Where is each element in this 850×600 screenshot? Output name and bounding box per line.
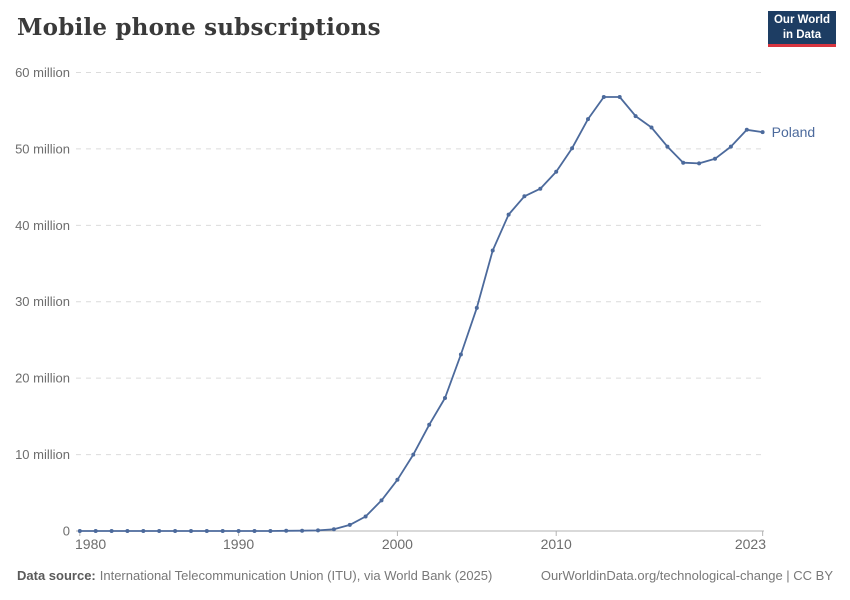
data-source-text: International Telecommunication Union (I…: [99, 568, 493, 583]
page-title: Mobile phone subscriptions: [17, 14, 381, 41]
license-note: OurWorldinData.org/technological-change …: [540, 568, 833, 583]
data-point[interactable]: [570, 146, 575, 151]
y-axis-tick-label: 10 million: [15, 447, 70, 462]
data-point[interactable]: [617, 95, 622, 99]
data-point[interactable]: [506, 212, 511, 217]
owid-logo-text: Our World in Data: [773, 14, 830, 41]
x-axis-tick-label: 2000: [382, 536, 413, 552]
data-point[interactable]: [300, 528, 305, 533]
y-axis-tick-label: 40 million: [15, 218, 70, 233]
data-point[interactable]: [395, 477, 400, 482]
data-point[interactable]: [252, 529, 257, 533]
data-point[interactable]: [697, 161, 702, 166]
data-point[interactable]: [681, 160, 686, 165]
data-point[interactable]: [125, 529, 130, 533]
y-axis-tick-label: 60 million: [15, 65, 70, 80]
data-point[interactable]: [204, 529, 209, 533]
data-point[interactable]: [490, 248, 495, 253]
data-point[interactable]: [363, 514, 368, 519]
data-source-label: Data source:: [17, 568, 96, 583]
data-point[interactable]: [141, 529, 146, 533]
data-point[interactable]: [157, 529, 162, 533]
data-point[interactable]: [443, 396, 447, 400]
owid-logo: Our World in Data: [768, 11, 836, 47]
y-axis-tick-label: 20 million: [15, 371, 70, 386]
data-point[interactable]: [633, 114, 638, 119]
data-point[interactable]: [760, 130, 765, 135]
data-point[interactable]: [77, 529, 82, 533]
data-point[interactable]: [173, 529, 178, 533]
data-line-poland[interactable]: [78, 96, 764, 532]
y-axis-tick-label: 0: [63, 524, 70, 539]
data-point[interactable]: [411, 452, 416, 457]
data-point[interactable]: [728, 144, 733, 149]
chart-footer: Data source: International Telecommunicat…: [17, 568, 833, 583]
data-point[interactable]: [427, 422, 432, 427]
data-point[interactable]: [284, 528, 289, 533]
data-point[interactable]: [713, 156, 717, 161]
data-point[interactable]: [316, 528, 320, 533]
x-axis-tick-label: 2023: [735, 536, 766, 552]
data-point[interactable]: [554, 169, 559, 174]
x-axis-tick-label: 2010: [541, 536, 572, 552]
data-point[interactable]: [744, 127, 749, 132]
data-point[interactable]: [601, 95, 606, 99]
data-point[interactable]: [649, 125, 654, 130]
data-point[interactable]: [93, 529, 98, 533]
data-point[interactable]: [522, 194, 527, 199]
data-point[interactable]: [109, 529, 114, 533]
x-axis-tick-label: 1980: [75, 536, 106, 552]
data-source-note: Data source: International Telecommunicat…: [17, 568, 492, 583]
data-point[interactable]: [665, 144, 670, 149]
data-point[interactable]: [347, 522, 352, 527]
y-axis-tick-label: 50 million: [15, 141, 70, 156]
data-point[interactable]: [458, 352, 463, 357]
data-point[interactable]: [586, 117, 590, 122]
data-point[interactable]: [331, 527, 336, 532]
data-point[interactable]: [236, 529, 241, 533]
data-point[interactable]: [189, 529, 193, 533]
y-axis-tick-label: 30 million: [15, 294, 70, 309]
data-point[interactable]: [220, 529, 225, 533]
data-point[interactable]: [268, 529, 273, 533]
x-axis-tick-label: 1990: [223, 536, 254, 552]
series-end-label[interactable]: Poland: [772, 124, 816, 140]
data-point[interactable]: [538, 186, 543, 191]
data-point[interactable]: [474, 305, 479, 310]
data-point[interactable]: [379, 498, 384, 503]
